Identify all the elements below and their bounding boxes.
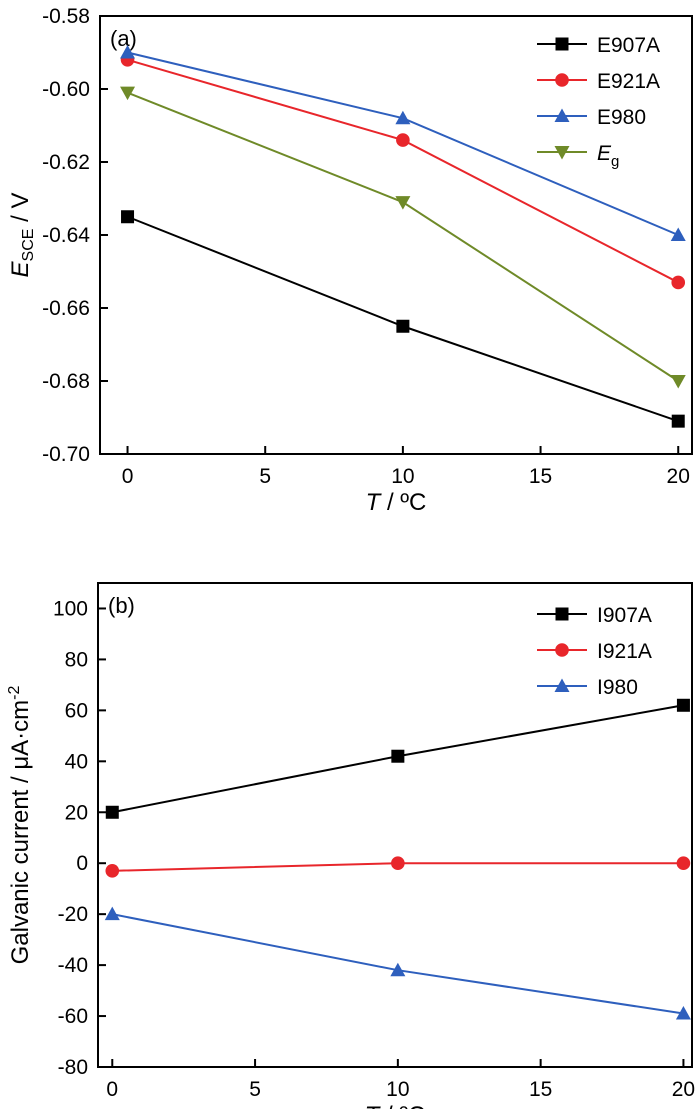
data-point [395,196,411,210]
y-tick-label: -0.62 [42,151,90,174]
legend-label: E980 [597,106,646,129]
legend-label: E907A [597,34,660,57]
series-i907a [105,698,690,819]
y-tick-label: 20 [65,801,88,824]
legend-label: I921A [597,640,652,663]
legend-label: I980 [597,676,638,699]
legend-label: Eg [597,142,619,170]
y-tick-label: -20 [58,903,88,926]
y-tick-label: -40 [58,954,88,977]
panel-label: (b) [108,593,135,618]
x-tick-label: 15 [529,465,552,488]
x-tick-label: 0 [106,1078,118,1101]
series-e907a [121,210,685,428]
x-tick-label: 15 [529,1078,552,1101]
y-tick-label: 40 [65,750,88,773]
legend-marker [554,678,570,692]
legend-marker [555,73,569,87]
data-point [676,856,691,871]
y-tick-label: -0.70 [42,443,90,466]
series-i980 [104,906,691,1020]
data-point [120,86,136,101]
legend-label: I907A [597,604,652,627]
data-point [390,962,406,977]
y-tick-label: 0 [76,852,88,875]
data-point [391,749,405,763]
data-point [391,856,405,871]
y-tick-label: -0.64 [42,224,90,247]
series-eg [120,86,686,389]
chart-panel-b: -80 -60 -40 -20 0 20 40 60 80 100 0 5 10 15 20 T / ºC Ga… [6,582,695,1114]
legend-marker [555,607,569,621]
y-tick-label: 80 [65,648,88,671]
data-point [676,698,690,712]
series-i921a [105,856,691,878]
y-tick-label: 100 [53,597,88,620]
y-tick-label: -0.68 [42,370,90,393]
chart-panel-a: -0.70 -0.68 -0.66 -0.64 -0.62 -0.60 -0.58 0 5 10 1… [7,5,693,516]
x-tick-label: 5 [249,1078,261,1101]
legend: I907A I921A I980 [537,604,652,699]
data-point [395,110,411,125]
plot-frame [97,582,693,1068]
data-point [105,805,119,819]
data-point [396,319,410,333]
legend-marker [555,37,569,51]
legend-marker [554,108,570,122]
data-point [121,210,135,224]
y-tick-label: -0.66 [42,297,90,320]
y-tick-label: -0.60 [42,78,90,101]
legend-marker [555,643,569,657]
data-point [671,414,685,428]
series-e980 [120,45,686,241]
legend-label: E921A [597,70,660,93]
legend-marker [554,146,570,160]
x-tick-label: 5 [259,465,271,488]
x-tick-label: 10 [391,465,414,488]
data-point [120,45,136,59]
x-tick-label: 0 [122,465,134,488]
x-tick-label: 20 [672,1078,695,1101]
data-point [105,864,120,878]
legend: E907A E921A E980 Eg [537,34,660,170]
data-point [104,906,120,921]
data-point [675,1006,691,1020]
data-point [670,375,686,389]
series-line [127,215,679,423]
y-tick-label: -0.58 [42,5,90,28]
y-tick-label: -60 [58,1005,88,1028]
panel-label: (a) [110,26,137,51]
data-point [671,275,686,290]
series-e921a [120,53,686,290]
data-point [670,227,686,241]
x-tick-label: 10 [386,1078,409,1101]
y-axis-title: ESCE / V [7,193,37,278]
y-tick-label: -80 [58,1056,88,1079]
y-axis-title: Galvanic current / μA·cm-2 [6,686,34,965]
data-point [396,133,410,147]
y-tick-label: 60 [65,699,88,722]
x-axis-title: T / ºC [365,1102,426,1109]
x-axis-title: T / ºC [366,489,427,516]
x-tick-label: 20 [667,465,690,488]
